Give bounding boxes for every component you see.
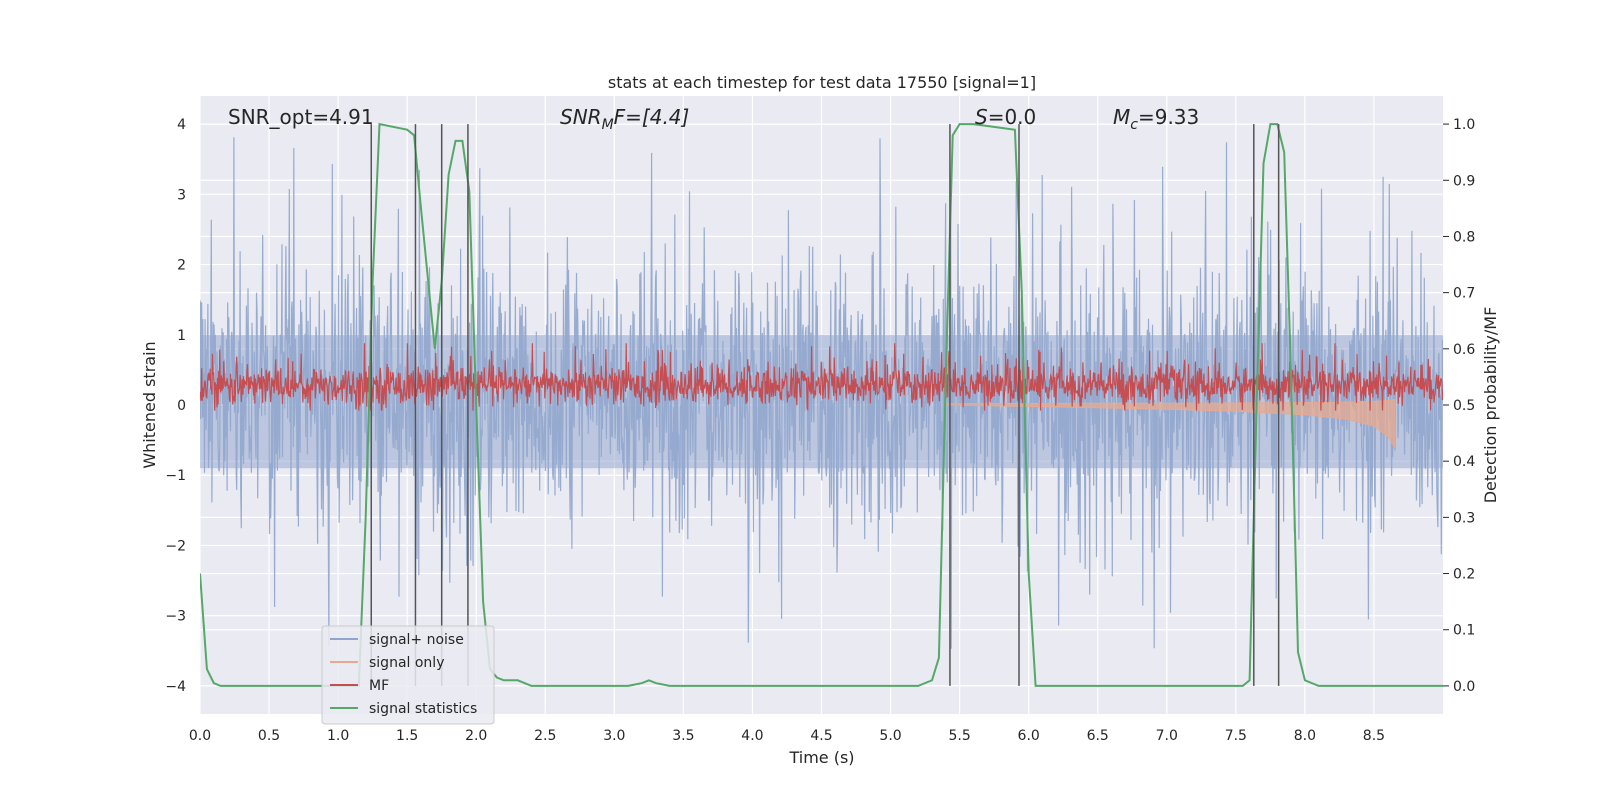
legend-label-signal-only: signal only: [369, 655, 444, 671]
y-tick-labels: 4 3 2 1 0 −1 −2 −3 −4: [165, 117, 186, 695]
x-tick-label: 7.0: [1156, 728, 1178, 744]
x-tick-label: 7.5: [1225, 728, 1247, 744]
annotation-snr-mf-rest: F=[4.4]: [614, 105, 690, 129]
x-tick-label: 5.5: [948, 728, 970, 744]
y-tick-label: −3: [165, 609, 186, 625]
x-tick-label: 8.5: [1363, 728, 1385, 744]
y-tick-label: 4: [177, 117, 186, 133]
y-right-tick-label: 0.0: [1453, 679, 1475, 695]
y-tick-label: −4: [165, 679, 186, 695]
x-tick-label: 2.5: [534, 728, 556, 744]
y-tick-label: −2: [165, 538, 186, 554]
y-right-tick-label: 1.0: [1453, 117, 1475, 133]
annotation-mc-main: M: [1113, 105, 1130, 129]
legend: signal+ noise signal only MF signal stat…: [321, 625, 495, 725]
x-tick-label: 4.0: [741, 728, 763, 744]
y-right-tick-label: 0.2: [1453, 567, 1475, 583]
x-tick-label: 8.0: [1294, 728, 1316, 744]
annotation-snr-mf: SNRMF=[4.4]: [560, 105, 689, 133]
series-mf: [200, 343, 1443, 412]
y-axis-label: Whitened strain: [140, 341, 159, 468]
y-right-tick-label: 0.6: [1453, 342, 1475, 358]
x-tick-label: 3.0: [603, 728, 625, 744]
x-tick-label: 4.5: [810, 728, 832, 744]
x-tick-label: 0.5: [258, 728, 280, 744]
x-tick-label: 1.0: [327, 728, 349, 744]
y-tick-label: 3: [177, 187, 186, 203]
annotation-mc: Mc=9.33: [1113, 105, 1199, 133]
y-right-axis-label: Detection probability/MF: [1481, 307, 1500, 504]
annotation-snr-mf-main: SNR: [560, 105, 602, 129]
vertical-markers: [370, 124, 1280, 686]
annotation-mc-sub: c: [1130, 117, 1138, 133]
x-tick-labels: 0.0 0.5 1.0 1.5 2.0 2.5 3.0 3.5 4.0 4.5 5.0 5.5 6.0 6…: [189, 728, 1385, 744]
annotation-s-rest: =0.0: [988, 105, 1037, 129]
y-right-tick-labels: 1.0 0.9 0.8 0.7 0.6 0.5 0.4 0.3 0.2 0.1 0.0: [1443, 117, 1475, 695]
series-signal-only: [945, 398, 1396, 449]
annotation-s-main: S: [975, 105, 988, 129]
y-right-tick-label: 0.7: [1453, 286, 1475, 302]
y-right-tick-label: 0.4: [1453, 454, 1475, 470]
annotation-snr-opt: SNR_opt=4.91: [228, 105, 374, 129]
y-right-tick-label: 0.3: [1453, 510, 1475, 526]
legend-frame: [321, 625, 495, 725]
annotation-s: S=0.0: [975, 105, 1036, 129]
legend-label-mf: MF: [369, 678, 389, 694]
y-tick-label: 2: [177, 258, 186, 274]
x-axis-label: Time (s): [788, 748, 854, 767]
y-tick-label: 1: [177, 328, 186, 344]
y-right-tick-label: 0.9: [1453, 173, 1475, 189]
chart-title: stats at each timestep for test data 175…: [608, 73, 1036, 92]
series-signal-statistics: [200, 122, 1443, 687]
x-tick-label: 0.0: [189, 728, 211, 744]
x-tick-label: 2.0: [465, 728, 487, 744]
x-tick-label: 1.5: [396, 728, 418, 744]
data-layer: [200, 122, 1443, 687]
x-tick-label: 3.5: [672, 728, 694, 744]
y-right-tick-label: 0.1: [1453, 623, 1475, 639]
legend-label-signal-noise: signal+ noise: [369, 632, 464, 648]
x-tick-label: 6.0: [1018, 728, 1040, 744]
y-tick-label: 0: [177, 398, 186, 414]
y-tick-label: −1: [165, 468, 186, 484]
annotation-mc-rest: =9.33: [1138, 105, 1199, 129]
y-right-tick-label: 0.8: [1453, 229, 1475, 245]
legend-label-signal-statistics: signal statistics: [369, 701, 477, 717]
x-tick-label: 5.0: [879, 728, 901, 744]
annotation-snr-mf-sub: M: [602, 117, 614, 133]
y-right-tick-label: 0.5: [1453, 398, 1475, 414]
x-tick-label: 6.5: [1087, 728, 1109, 744]
